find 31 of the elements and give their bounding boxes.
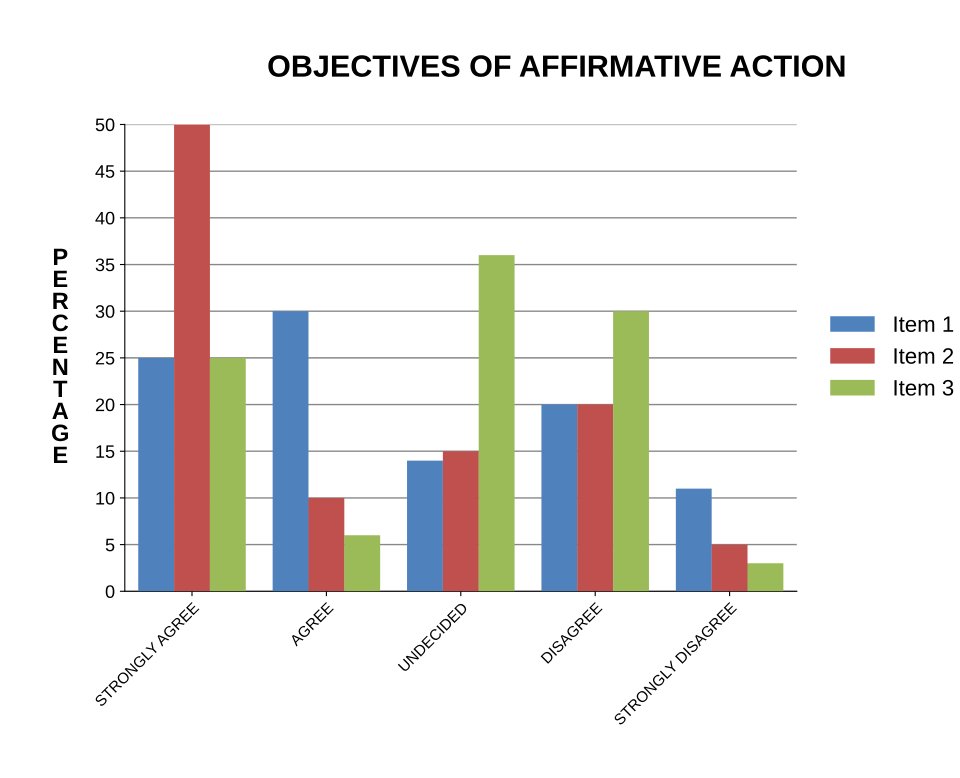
bar — [577, 404, 614, 592]
y-tick-label: 15 — [96, 445, 114, 458]
y-tick-label: 40 — [95, 212, 114, 225]
y-tick-label: 0 — [106, 585, 114, 598]
bar — [478, 255, 515, 592]
y-tick-label: 25 — [96, 352, 114, 365]
legend-label: Item 1 — [894, 316, 954, 332]
bar — [210, 358, 246, 592]
bar — [442, 451, 479, 592]
bar — [174, 124, 210, 592]
chart-title: OBJECTIVES OF AFFIRMATIVE ACTION — [268, 55, 844, 77]
y-tick-label: 10 — [96, 492, 114, 505]
bar — [344, 535, 380, 592]
legend-label: Item 3 — [894, 380, 954, 396]
bar — [676, 488, 712, 592]
legend-label: Item 2 — [894, 348, 954, 364]
y-tick-label: 50 — [96, 118, 114, 132]
y-tick-label: 5 — [106, 538, 114, 552]
bar — [748, 563, 784, 592]
y-tick-label: 20 — [96, 398, 114, 412]
bar — [407, 460, 443, 592]
bar — [272, 311, 308, 592]
bar — [138, 358, 174, 592]
y-tick-label: 45 — [95, 165, 114, 178]
bar — [308, 498, 344, 592]
bar — [541, 404, 578, 592]
y-tick-label: 35 — [96, 258, 114, 272]
bar — [613, 311, 649, 592]
bar — [712, 544, 748, 592]
y-tick-label: 30 — [96, 305, 114, 318]
text: PERCENTAGE — [52, 248, 68, 464]
